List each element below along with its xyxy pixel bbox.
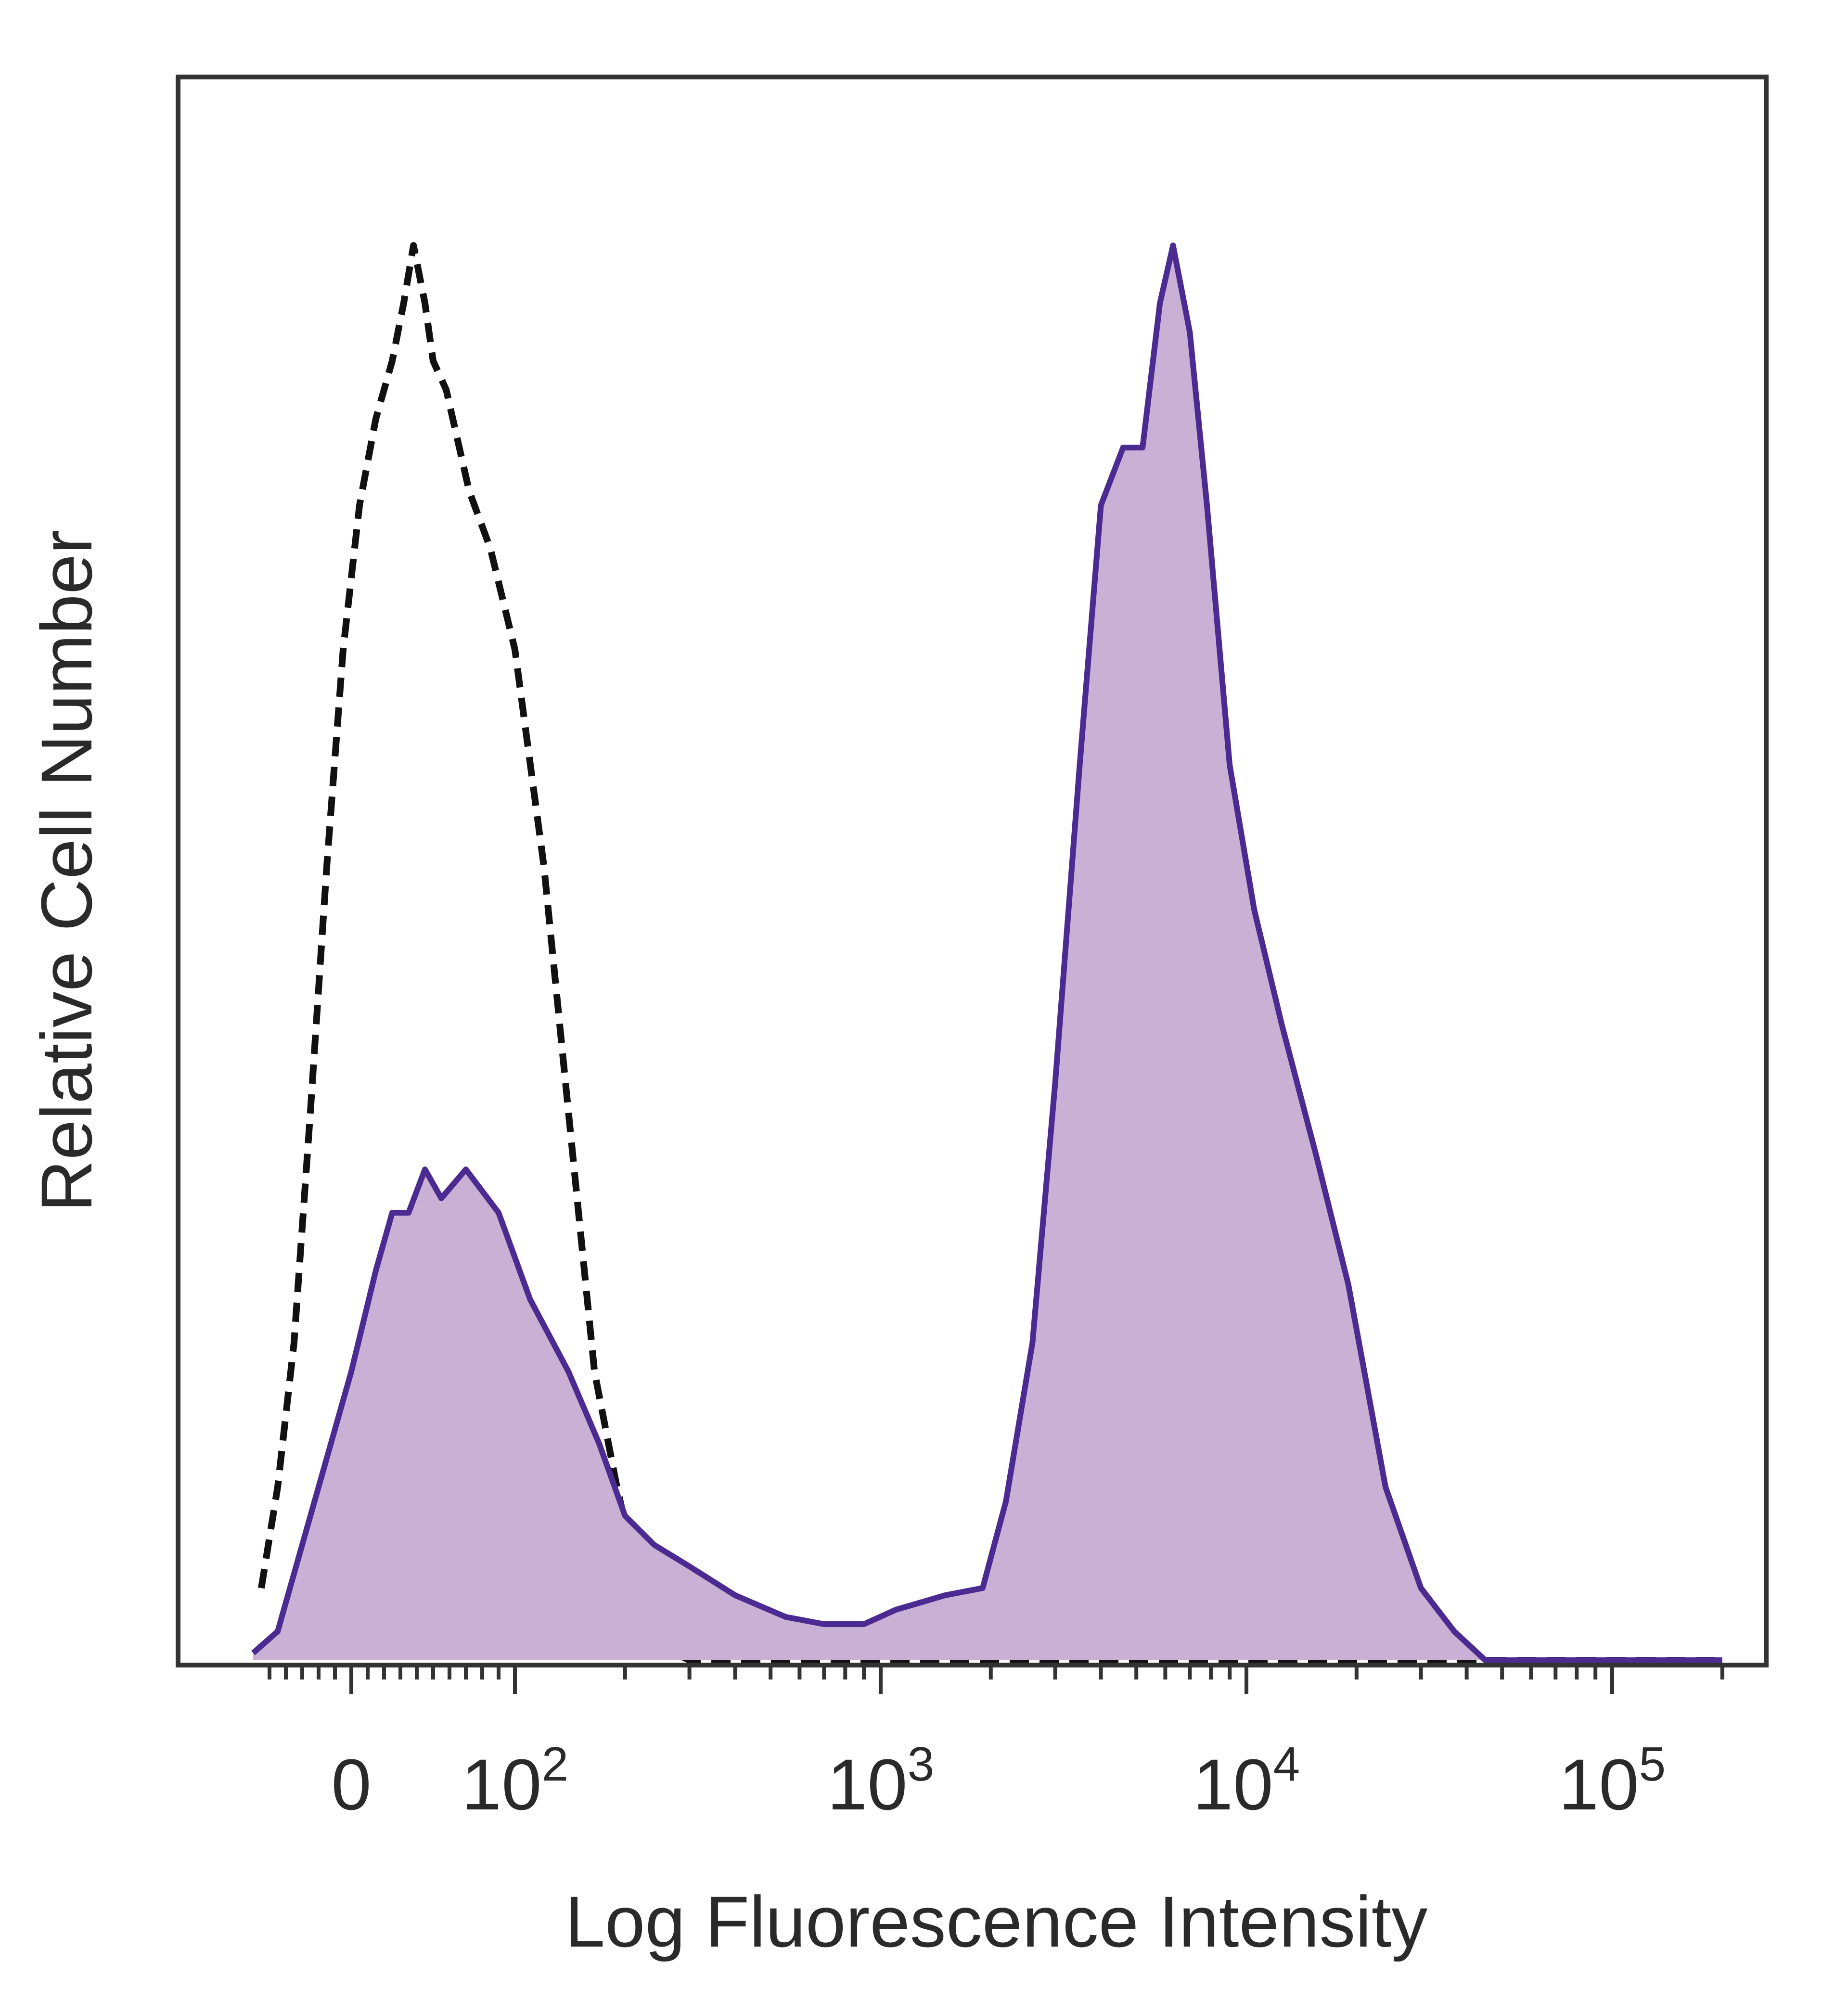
x-axis-ticks [268,1665,1724,1694]
y-axis-title: Relative Cell Number [26,530,107,1212]
series-1-fill [253,245,1722,1660]
series-layer [251,242,1722,1664]
x-axis-tick-labels: 0 102 103 104 105 [331,1737,1666,1825]
x-tick-label-1: 102 [462,1737,568,1825]
plot-frame [176,75,1769,1667]
x-tick-label-2: 103 [827,1737,934,1825]
series-1-outline [251,243,1722,1663]
series-0-dashed-line [258,242,1722,1664]
x-axis-title: Log Fluorescence Intensity [565,1881,1428,1962]
x-tick-label-3: 104 [1193,1737,1300,1825]
x-tick-label-4: 105 [1559,1737,1666,1825]
x-tick-label-0: 0 [331,1744,371,1825]
